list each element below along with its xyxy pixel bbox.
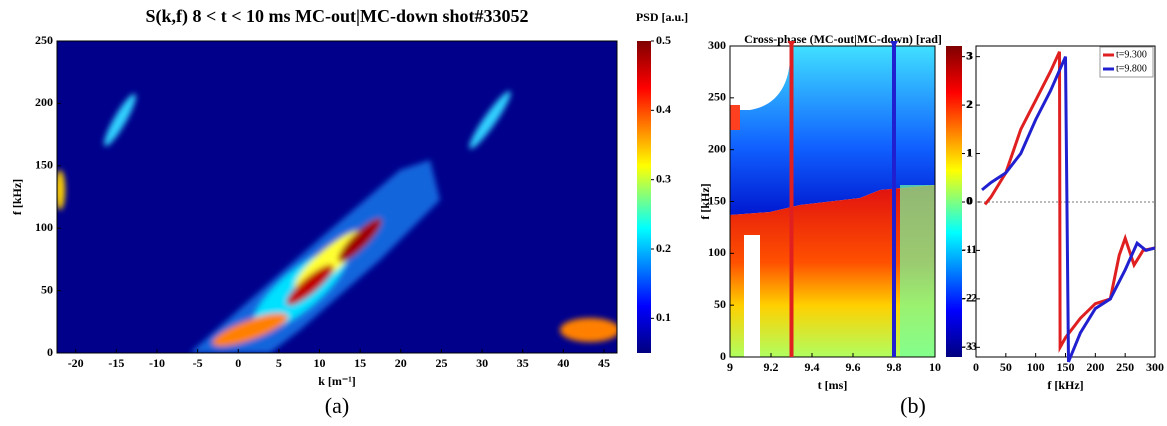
x-tick-label: 0 — [973, 360, 979, 374]
x-tick-label: 100 — [1027, 360, 1045, 374]
caption: (a) — [325, 393, 349, 418]
x-tick-label: 150 — [1057, 360, 1075, 374]
y-axis-label: f [kHz] — [698, 183, 712, 219]
time-marker-head — [787, 41, 796, 48]
x-tick-label: 300 — [1146, 360, 1164, 374]
legend-label: t=9.300 — [1116, 49, 1147, 60]
series-line — [981, 56, 1156, 363]
plot-frame — [56, 40, 618, 354]
colorbar-tick-label: 0.5 — [656, 33, 671, 47]
colorbar-tick-label: 2 — [967, 97, 973, 111]
y-tick-label: 2 — [966, 97, 972, 111]
chart-title: Cross-phase (MC-out|MC-down) [rad] — [744, 32, 942, 46]
y-tick-label: 150 — [708, 193, 726, 207]
x-tick-label: 0 — [235, 356, 241, 370]
y-tick-label: -3 — [962, 339, 972, 353]
x-axis-label: t [ms] — [818, 378, 848, 392]
colorbar-tick-label: -3 — [967, 339, 977, 353]
colorbar-tick-label: 0.2 — [656, 241, 671, 255]
y-tick-label: 1 — [966, 145, 972, 159]
x-tick-label: 10 — [929, 360, 941, 374]
x-tick-label: -20 — [68, 356, 84, 370]
colorbar-label: PSD [a.u.] — [636, 10, 688, 24]
colorbar — [946, 46, 962, 357]
y-tick-label: 250 — [708, 90, 726, 104]
colorbar-tick-label: -1 — [967, 242, 977, 256]
y-tick-label: 0 — [966, 194, 972, 208]
x-tick-label: 25 — [435, 356, 447, 370]
colorbar-tick-label: 3 — [967, 48, 973, 62]
y-tick-label: 100 — [35, 220, 53, 234]
time-marker-head — [890, 41, 898, 48]
x-tick-label: 45 — [598, 356, 610, 370]
x-tick-label: -5 — [193, 356, 203, 370]
y-tick-label: 100 — [708, 245, 726, 259]
psd-map — [57, 41, 617, 353]
x-tick-label: 40 — [557, 356, 569, 370]
colorbar-tick-label: 0.3 — [656, 171, 671, 185]
y-tick-label: 200 — [35, 95, 53, 109]
y-tick-label: 300 — [708, 38, 726, 52]
colorbar-tick-label: 0.1 — [656, 310, 671, 324]
colorbar-tick-label: 0 — [967, 194, 973, 208]
x-tick-label: -10 — [149, 356, 165, 370]
y-tick-label: 50 — [714, 297, 726, 311]
y-tick-label: 0 — [720, 349, 726, 363]
colorbar-tick-label: 1 — [967, 145, 973, 159]
x-tick-label: 9.4 — [805, 360, 820, 374]
y-tick-label: -1 — [962, 242, 972, 256]
x-tick-label: 35 — [517, 356, 529, 370]
caption: (b) — [900, 393, 926, 418]
x-tick-label: 9.6 — [846, 360, 861, 374]
x-axis-label: f [kHz] — [1047, 378, 1083, 392]
colorbar-tick-label: -2 — [967, 291, 977, 305]
series-line — [983, 51, 1156, 354]
chart-title: S(k,f) 8 < t < 10 ms MC-out|MC-down shot… — [146, 6, 529, 27]
y-tick-label: 150 — [35, 158, 53, 172]
x-axis-label: k [m⁻¹] — [318, 374, 356, 388]
phase-map — [730, 46, 935, 357]
x-tick-label: 9.2 — [764, 360, 779, 374]
y-tick-label: 3 — [966, 48, 972, 62]
x-tick-label: 10 — [314, 356, 326, 370]
y-tick-label: 0 — [47, 345, 53, 359]
x-tick-label: 9 — [727, 360, 733, 374]
legend-box — [1099, 46, 1154, 78]
y-axis-label: f [kHz] — [10, 179, 24, 215]
y-tick-label: 50 — [41, 282, 53, 296]
x-tick-label: -15 — [108, 356, 124, 370]
x-tick-label: 9.8 — [887, 360, 902, 374]
x-tick-label: 20 — [395, 356, 407, 370]
y-tick-label: -2 — [962, 291, 972, 305]
y-tick-label: 200 — [708, 141, 726, 155]
x-tick-label: 5 — [276, 356, 282, 370]
legend-label: t=9.800 — [1116, 63, 1147, 74]
colorbar — [637, 41, 651, 353]
x-tick-label: 50 — [1000, 360, 1012, 374]
x-tick-label: 250 — [1116, 360, 1134, 374]
y-tick-label: 250 — [35, 33, 53, 47]
x-tick-label: 30 — [476, 356, 488, 370]
colorbar-tick-label: 0.4 — [656, 102, 671, 116]
x-tick-label: 15 — [354, 356, 366, 370]
x-tick-label: 200 — [1086, 360, 1104, 374]
